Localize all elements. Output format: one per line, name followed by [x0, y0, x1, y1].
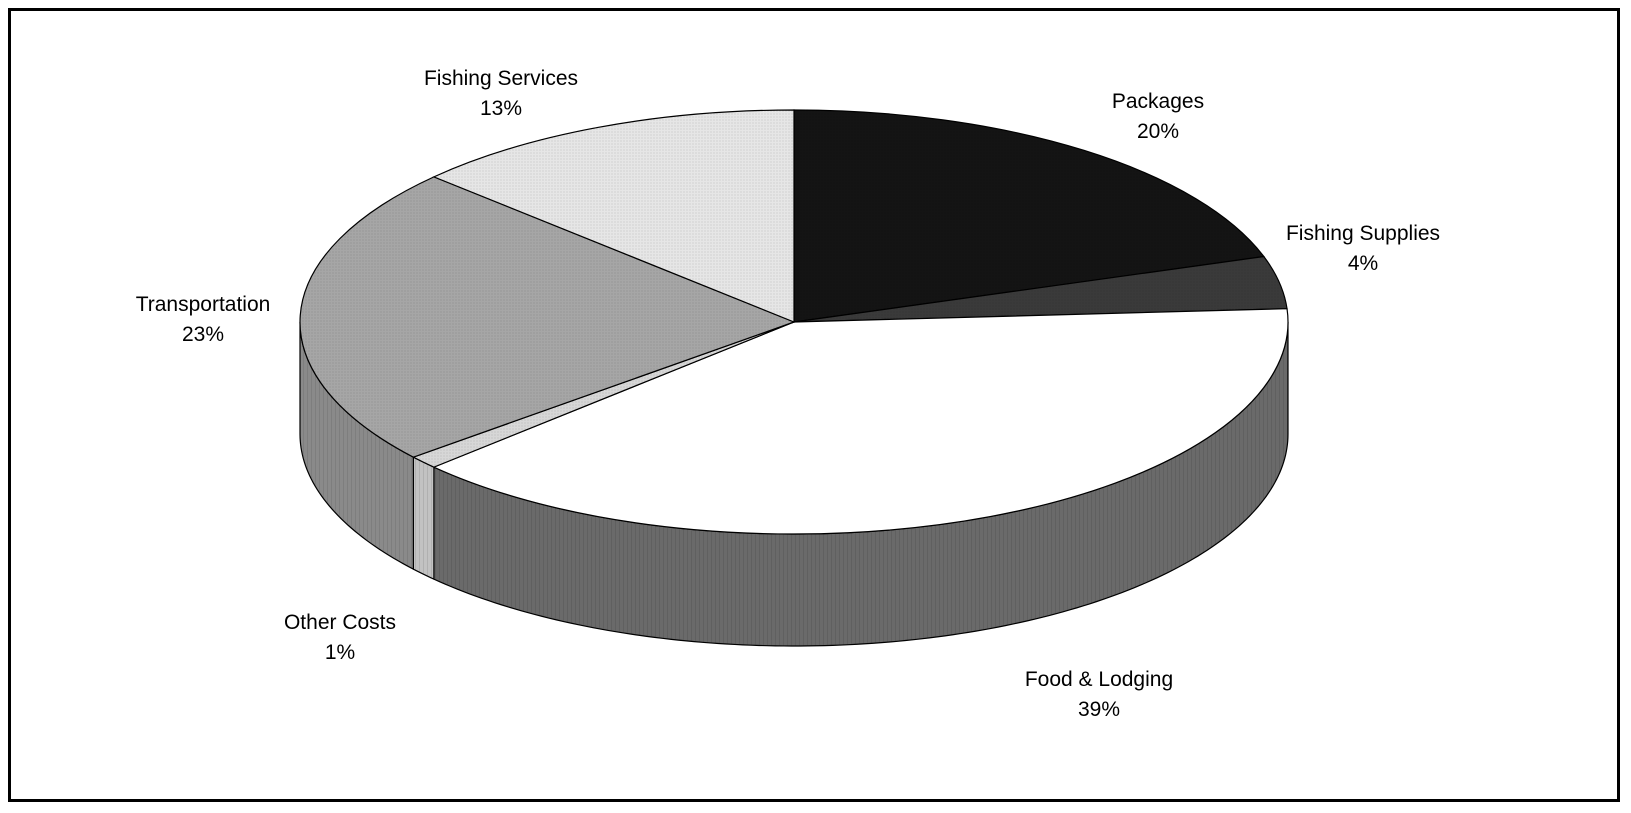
pie-slice-food-and-lodging [432, 308, 1289, 535]
slice-percent-food-and-lodging: 39% [1078, 698, 1120, 721]
pie-side-texture-food-and-lodging [433, 322, 1288, 646]
slice-label-food-and-lodging: Food & Lodging [1025, 668, 1173, 691]
slice-label-other-costs: Other Costs [284, 611, 396, 634]
pie-slice-texture-fishing-supplies [794, 256, 1288, 322]
pie-tops [299, 109, 1289, 535]
slice-percent-fishing-services: 13% [480, 97, 522, 120]
slice-label-transportation: Transportation [136, 293, 271, 316]
pie-side-texture-other-costs [413, 457, 434, 580]
slice-label-fishing-services: Fishing Services [424, 67, 578, 90]
slice-percent-fishing-supplies: 4% [1348, 252, 1378, 275]
pie-side-texture-transportation [300, 322, 414, 570]
pie-slice-texture-transportation [300, 176, 794, 458]
pie-slice-texture-fishing-services [433, 110, 794, 322]
pie-chart: Packages 20% Fishing Supplies 4% Food & Lodg… [136, 67, 1440, 721]
slice-label-packages: Packages [1112, 90, 1204, 113]
slice-percent-transportation: 23% [182, 323, 224, 346]
pie-sides [299, 321, 1289, 647]
slice-label-fishing-supplies: Fishing Supplies [1286, 222, 1440, 245]
pie-slice-texture-other-costs [413, 322, 794, 468]
slice-percent-other-costs: 1% [325, 641, 355, 664]
slice-percent-packages: 20% [1137, 120, 1179, 143]
pie-labels: Packages 20% Fishing Supplies 4% Food & Lodg… [136, 67, 1440, 721]
pie-slice-texture-packages [794, 110, 1264, 322]
chart-frame: Packages 20% Fishing Supplies 4% Food & Lodg… [8, 8, 1620, 802]
